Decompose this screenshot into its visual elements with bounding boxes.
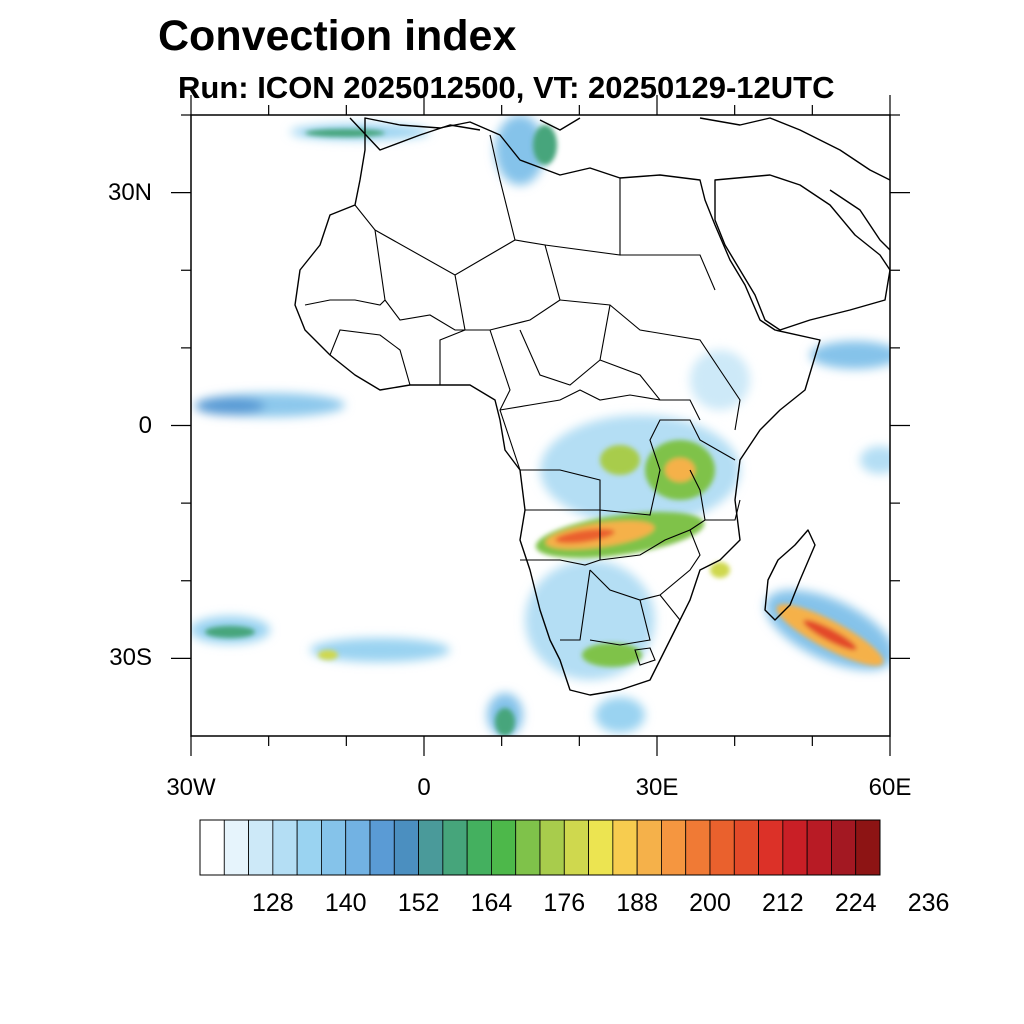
arabia xyxy=(714,174,890,331)
colorbar-label: 224 xyxy=(834,889,877,917)
colorbar-swatch xyxy=(442,819,468,876)
axis-ticks xyxy=(171,95,910,756)
convection-field xyxy=(191,115,890,736)
colorbar-swatch xyxy=(393,819,419,876)
colorbar-label: 164 xyxy=(470,889,513,917)
colorbar-swatch xyxy=(345,819,371,876)
lon-label: 30W xyxy=(166,774,216,801)
colorbar-swatch xyxy=(491,819,517,876)
colorbar-swatch xyxy=(709,819,735,876)
colorbar-swatch xyxy=(369,819,395,876)
colorbar-label: 200 xyxy=(689,889,731,917)
colorbar-swatch xyxy=(199,819,225,876)
colorbar-swatch xyxy=(806,819,832,876)
colorbar-swatch xyxy=(539,819,565,876)
colorbar-swatch xyxy=(636,819,662,876)
country-borders xyxy=(304,134,741,666)
colorbar-label: 212 xyxy=(761,889,804,917)
colorbar-swatch xyxy=(248,819,274,876)
africa-coastline xyxy=(294,117,821,696)
colorbar-swatch xyxy=(588,819,614,876)
colorbar-swatch xyxy=(563,819,589,876)
colorbar-swatch xyxy=(685,819,711,876)
lon-label: 30E xyxy=(635,774,679,801)
colorbar-label: 176 xyxy=(543,889,586,917)
colorbar-swatch xyxy=(418,819,444,876)
map-subtitle: Run: ICON 2025012500, VT: 20250129-12UTC xyxy=(178,70,835,105)
lon-label: 60E xyxy=(868,774,912,801)
colorbar-label: 236 xyxy=(907,889,950,917)
colorbar-label: 140 xyxy=(324,889,367,917)
colorbar-swatch xyxy=(733,819,759,876)
lat-label: 30S xyxy=(109,644,152,672)
colorbar-swatch xyxy=(612,819,638,876)
colorbar-outline xyxy=(199,819,881,876)
coastlines xyxy=(294,117,890,696)
colorbar-swatch xyxy=(758,819,784,876)
colorbar-swatch xyxy=(855,819,881,876)
colorbar-label: 128 xyxy=(251,889,294,917)
madagascar xyxy=(764,529,816,621)
colorbar-swatch xyxy=(223,819,249,876)
colorbar-swatch xyxy=(831,819,857,876)
colorbar xyxy=(199,819,881,876)
colorbar-label: 188 xyxy=(616,889,658,917)
colorbar-swatch xyxy=(272,819,298,876)
lon-label: 0 xyxy=(417,774,431,801)
lat-label: 0 xyxy=(138,411,152,439)
europe-coast xyxy=(349,117,890,181)
colorbar-swatch xyxy=(296,819,322,876)
colorbar-swatch xyxy=(321,819,347,876)
colorbar-label: 152 xyxy=(397,889,440,917)
caspian-region xyxy=(829,189,890,251)
convection-cores xyxy=(205,125,884,736)
colorbar-swatch xyxy=(515,819,541,876)
map-title: Convection index xyxy=(158,12,517,60)
colorbar-swatch xyxy=(661,819,687,876)
lat-label: 30N xyxy=(107,178,152,206)
colorbar-swatch xyxy=(782,819,808,876)
colorbar-swatch xyxy=(466,819,492,876)
